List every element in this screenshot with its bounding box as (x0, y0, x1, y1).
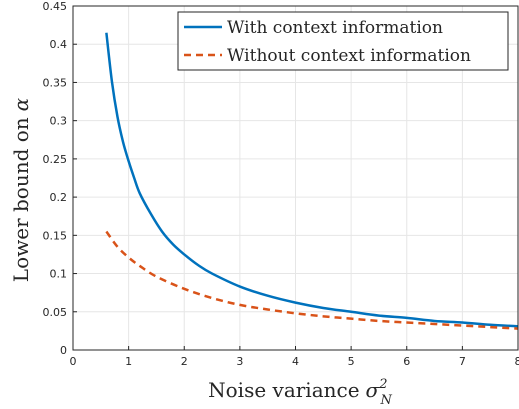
y-tick-label: 0 (60, 344, 67, 357)
x-tick-label: 2 (181, 355, 188, 368)
x-axis-label-superscript: 2 (378, 377, 387, 392)
series-line-with-context (105, 32, 519, 328)
y-axis-label: Lower bound on α (9, 97, 33, 282)
tick-labels: 0 1 2 3 4 5 6 7 8 0 0.05 0.1 0.15 0.2 0.25 0.3 0.35 0.4 0.… (43, 0, 519, 368)
x-tick-label: 5 (348, 355, 355, 368)
plot-border (72, 5, 519, 351)
y-tick-label: 0.45 (43, 0, 68, 13)
plot-frame (72, 5, 519, 351)
x-tick-label: 0 (70, 355, 77, 368)
x-axis-label: Noise variance σ2 N (208, 377, 392, 408)
x-axis-label-subscript: N (379, 393, 392, 408)
legend-label-with-context: With context information (227, 18, 443, 38)
y-axis-label-symbol: α (9, 97, 33, 111)
x-axis-label-text: Noise variance (208, 378, 359, 402)
y-tick-label: 0.05 (43, 306, 68, 319)
x-tick-label: 8 (515, 355, 519, 368)
y-tick-label: 0.4 (50, 38, 68, 51)
series-group (105, 32, 519, 330)
x-tick-label: 3 (236, 355, 243, 368)
x-tick-label: 1 (125, 355, 132, 368)
x-tick-label: 7 (459, 355, 466, 368)
y-tick-label: 0.3 (50, 115, 68, 128)
legend-label-without-context: Without context information (227, 46, 471, 66)
series-line-without-context (105, 230, 519, 330)
legend: With context information Without context… (177, 11, 509, 71)
legend-box (177, 11, 509, 71)
x-axis-label-symbol: σ (366, 378, 381, 402)
y-axis-label-text: Lower bound on (9, 117, 33, 282)
y-tick-label: 0.1 (50, 268, 68, 281)
x-tick-label: 6 (403, 355, 410, 368)
y-tick-label: 0.15 (43, 229, 68, 242)
y-tick-label: 0.35 (43, 76, 68, 89)
y-tick-label: 0.2 (50, 191, 68, 204)
y-tick-label: 0.25 (43, 153, 68, 166)
x-tick-label: 4 (292, 355, 299, 368)
